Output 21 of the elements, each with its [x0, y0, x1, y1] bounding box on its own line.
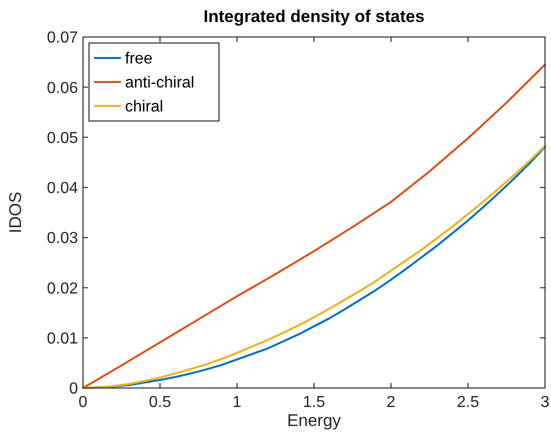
y-tick-label: 0.04 — [46, 180, 78, 198]
legend-label: anti-chiral — [125, 74, 194, 92]
y-tick-label: 0.01 — [46, 330, 78, 348]
line-series — [82, 64, 546, 389]
x-tick-label: 3 — [540, 394, 550, 411]
y-tick-label: 0 — [69, 380, 78, 398]
x-tick-label: 0.5 — [148, 394, 172, 411]
y-tick-label: 0.02 — [46, 280, 78, 298]
x-tick-label: 1.5 — [302, 394, 326, 411]
legend-label: free — [125, 50, 153, 68]
x-axis-title: Energy — [287, 411, 342, 430]
y-tick-label: 0.06 — [46, 80, 78, 97]
x-tick-label: 2 — [386, 394, 396, 411]
x-tick-label: 1 — [232, 394, 242, 411]
y-tick-label: 0.03 — [46, 230, 78, 248]
x-tick-label: 2.5 — [456, 394, 480, 411]
y-tick-label: 0.07 — [46, 30, 78, 47]
chart-title: Integrated density of states — [203, 7, 425, 26]
y-tick-label: 0.05 — [46, 130, 78, 147]
y-axis-title: IDOS — [6, 192, 25, 234]
legend-label: chiral — [125, 98, 164, 116]
